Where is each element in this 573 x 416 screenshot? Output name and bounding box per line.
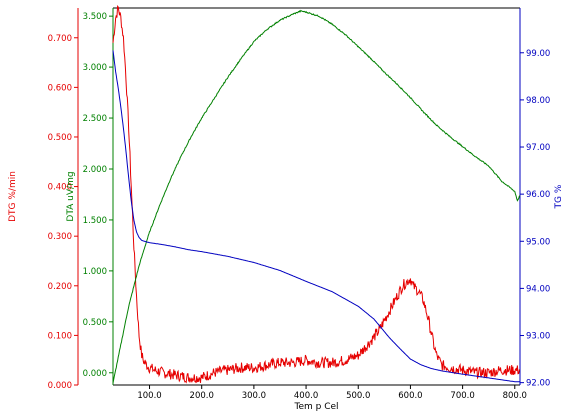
dta-tick-label: 3.000 [83, 63, 107, 73]
dta-tick-label: 1.500 [83, 216, 107, 226]
label-layer: 100.0 200.0 300.0 400.0 500.0 600.0 700.0 800.0… [8, 12, 564, 412]
tg-tick-label: 96.00 [526, 190, 550, 200]
tg-tick-label: 92.00 [526, 379, 550, 389]
dtg-series-line [112, 5, 521, 384]
tg-tick-label: 98.00 [526, 96, 550, 106]
dta-tick-label: 0.500 [83, 318, 107, 328]
x-tick-label: 500.0 [346, 391, 370, 401]
dta-series-line [112, 9, 521, 384]
dtg-tick-label: 0.000 [48, 381, 72, 391]
dtg-tick-label: 0.700 [48, 34, 72, 44]
dtg-tick-label: 0.600 [48, 83, 72, 93]
tg-axis-title: TG % [554, 184, 564, 209]
x-tick-label: 300.0 [242, 391, 266, 401]
dta-tick-label: 2.000 [83, 165, 107, 175]
dta-tick-label: 1.000 [83, 267, 107, 277]
tg-tick-label: 93.00 [526, 332, 550, 342]
x-tick-label: 200.0 [190, 391, 214, 401]
x-tick-label: 800.0 [503, 391, 527, 401]
x-tick-label: 100.0 [137, 391, 161, 401]
dtg-tick-label: 0.200 [48, 282, 72, 292]
dta-tick-label: 0.000 [83, 369, 107, 379]
dta-tick-label: 3.500 [83, 12, 107, 22]
dtg-axis-title: DTG %/min [8, 171, 18, 222]
dtg-tick-label: 0.100 [48, 331, 72, 341]
x-tick-label: 700.0 [450, 391, 474, 401]
dtg-tick-label: 0.400 [48, 183, 72, 193]
axes-layer [74, 7, 524, 389]
tg-tick-label: 94.00 [526, 284, 550, 294]
dtg-tick-label: 0.300 [48, 232, 72, 242]
tg-series-line [112, 50, 520, 383]
x-axis-title: Tem p Cel [293, 402, 338, 412]
x-tick-label: 600.0 [398, 391, 422, 401]
dta-tick-label: 2.500 [83, 114, 107, 124]
dta-axis-title: DTA uV/mg [66, 171, 76, 221]
x-tick-label: 400.0 [294, 391, 318, 401]
tg-tick-label: 99.00 [526, 49, 550, 59]
tg-tick-label: 97.00 [526, 143, 550, 153]
dtg-tick-label: 0.500 [48, 133, 72, 143]
tg-tick-label: 95.00 [526, 237, 550, 247]
plot-layer [112, 5, 521, 384]
